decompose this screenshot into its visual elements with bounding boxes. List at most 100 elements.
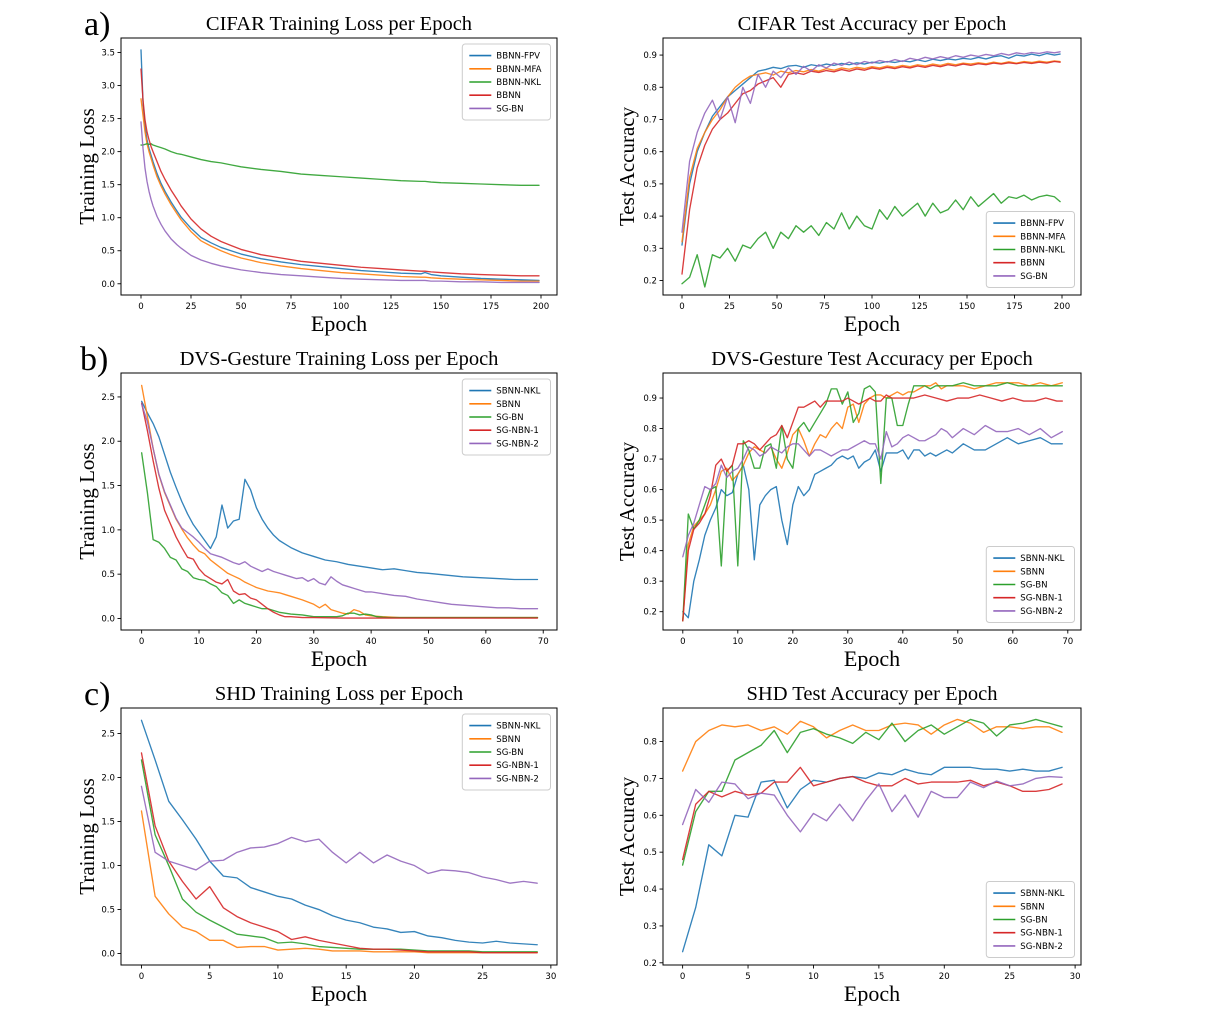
x-tick-label: 75 [819,302,830,312]
legend-label-BBNN-NKL: BBNN-NKL [496,78,541,88]
x-tick-label: 30 [1070,972,1081,982]
chart-title: CIFAR Training Loss per Epoch [206,13,472,35]
plot-frame [120,37,558,296]
series-SG-NBN-1 [140,752,538,954]
y-tick-label: 0.5 [643,848,657,858]
y-axis-label: Test Accuracy [620,441,639,561]
legend-label-BBNN-NKL: BBNN-NKL [1020,246,1065,256]
y-tick-label: 0.7 [643,455,657,465]
y-tick-label: 0.5 [101,570,115,580]
x-tick-label: 50 [423,637,434,647]
x-tick-label: 150 [433,302,449,312]
legend-label-SG-BN: SG-BN [496,748,523,758]
series-SBNN-NKL [681,766,1063,953]
x-axis-label: Epoch [311,981,367,1006]
legend-label-SBNN: SBNN [496,735,520,745]
y-tick-label: 0.5 [101,247,115,257]
y-tick-label: 0.2 [643,608,657,618]
y-tick-label: 0.6 [643,486,657,496]
legend-label-BBNN: BBNN [496,91,521,101]
x-tick-label: 20 [787,637,798,647]
y-tick-label: 0.8 [643,425,657,435]
series-SG-NBN-2 [140,403,539,610]
series-SBNN-NKL [682,437,1063,619]
series-BBNN-NKL [140,143,540,187]
x-tick-label: 0 [679,302,684,312]
x-tick-label: 75 [286,302,297,312]
panel-label-c: c) [84,676,111,713]
plot-frame [120,707,558,966]
legend-label-SBNN: SBNN [1020,567,1044,577]
y-tick-label: 3.5 [101,49,115,59]
series-BBNN-MFA [140,98,540,282]
y-axis-label: Training Loss [80,443,99,560]
y-tick-label: 0.4 [643,547,657,557]
y-axis-label: Training Loss [80,778,99,895]
series-SBNN [681,718,1063,772]
legend-label-BBNN-MFA: BBNN-MFA [496,65,541,75]
chart-shd-train-loss: SHD Training Loss per Epoch 0 5 10 15 20 25 30 0… [75,675,620,1010]
series-SBNN-NKL [140,719,538,946]
legend-label-SG-NBN-2: SG-NBN-2 [496,439,539,449]
chart-title: SHD Training Loss per Epoch [215,683,463,705]
x-tick-label: 125 [383,302,399,312]
y-tick-label: 0.5 [643,516,657,526]
y-tick-label: 0.5 [643,180,657,190]
x-tick-label: 20 [251,637,262,647]
y-tick-label: 2.5 [101,115,115,125]
y-tick-label: 1.0 [101,214,115,224]
series-SG-NBN-1 [682,394,1063,622]
series-SG-BN [140,121,540,284]
y-tick-label: 0.0 [101,280,115,290]
y-axis-label: Test Accuracy [620,776,639,896]
plot-frame [120,372,558,631]
x-tick-label: 60 [480,637,491,647]
legend-label-SG-NBN-1: SG-NBN-1 [1020,594,1063,604]
legend-label-SBNN-NKL: SBNN-NKL [496,387,540,397]
y-tick-label: 0.3 [643,577,657,587]
legend-label-SG-NBN-1: SG-NBN-1 [1020,929,1063,939]
y-tick-label: 2.5 [101,393,115,403]
legend-label-BBNN-MFA: BBNN-MFA [1020,232,1065,242]
x-tick-label: 70 [1062,637,1073,647]
x-tick-label: 50 [772,302,783,312]
x-tick-label: 150 [959,302,975,312]
legend-label-SG-BN: SG-BN [496,413,523,423]
y-tick-label: 0.6 [643,811,657,821]
x-tick-label: 10 [194,637,205,647]
y-tick-label: 1.5 [101,181,115,191]
y-tick-label: 1.5 [101,482,115,492]
series-SBNN-NKL [140,400,539,581]
series-SG-BN [140,759,538,953]
y-tick-label: 0.7 [643,115,657,125]
y-axis-label: Test Accuracy [620,106,639,226]
x-tick-label: 25 [477,972,488,982]
y-tick-label: 0.0 [101,950,115,960]
x-tick-label: 175 [483,302,499,312]
x-tick-label: 30 [545,972,556,982]
x-axis-label: Epoch [311,311,367,336]
chart-canvas-cifar-test-acc: CIFAR Test Accuracy per Epoch 0 25 50 75 100 1… [615,13,1082,336]
chart-canvas-cifar-train-loss: CIFAR Training Loss per Epoch 0 25 50 75 100 1… [75,13,558,336]
y-tick-label: 1.0 [101,526,115,536]
x-tick-label: 200 [533,302,549,312]
legend-label-BBNN-FPV: BBNN-FPV [496,52,540,62]
x-tick-label: 25 [724,302,735,312]
x-axis-label: Epoch [844,646,900,671]
x-tick-label: 100 [864,302,880,312]
legend-label-SG-NBN-1: SG-NBN-1 [496,426,539,436]
series-SG-BN [681,718,1063,866]
series-SG-NBN-1 [140,402,539,619]
chart-title: DVS-Gesture Training Loss per Epoch [180,348,499,370]
chart-title: CIFAR Test Accuracy per Epoch [738,13,1007,35]
y-axis-label: Training Loss [80,108,99,225]
legend-dvs-test-acc: SBNN-NKL SBNN SG-BN SG-NBN-1 SG-NBN-2 [985,546,1075,623]
y-tick-label: 1.5 [101,818,115,828]
y-tick-label: 0.0 [101,614,115,624]
chart-cifar-train-loss: CIFAR Training Loss per Epoch 0 25 50 75 100 1… [75,5,620,340]
series-SBNN [140,810,538,954]
y-tick-label: 0.5 [101,906,115,916]
y-tick-label: 3.0 [101,82,115,92]
legend-cifar-train-loss: BBNN-FPV BBNN-MFA BBNN-NKL BBNN SG-BN [461,43,551,121]
chart-title: DVS-Gesture Test Accuracy per Epoch [711,348,1033,370]
